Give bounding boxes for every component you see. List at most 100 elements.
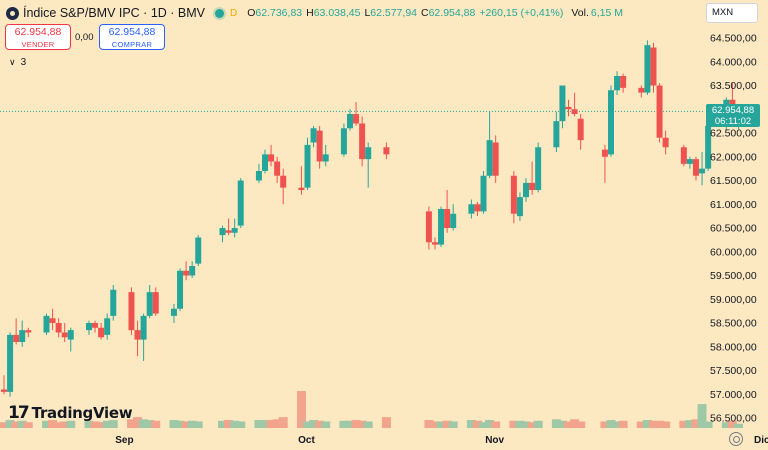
volume-bar — [266, 420, 276, 428]
volume-bar — [23, 422, 33, 428]
candle-body — [644, 45, 651, 93]
candle-body — [656, 85, 663, 138]
indicators-count: 3 — [20, 57, 27, 68]
candle-body — [444, 209, 451, 228]
y-axis-tick-label: 60.000,00 — [710, 246, 757, 258]
tradingview-logo[interactable]: 17 TradingView — [8, 403, 133, 423]
volume-bar — [606, 420, 616, 428]
candle-body — [170, 308, 177, 316]
volume-bar — [636, 421, 646, 428]
candle-body — [262, 154, 269, 171]
candle-body — [304, 144, 311, 188]
open-value: 62.736,83 — [255, 7, 303, 19]
last-price-value: 62.954,88 — [711, 105, 755, 116]
volume-bar — [691, 419, 701, 428]
candle-body — [43, 315, 50, 333]
volume-bar — [236, 421, 246, 428]
buy-button[interactable]: 62.954,88 COMPRAR — [99, 24, 165, 50]
candle-body — [177, 270, 184, 309]
volume-bar — [533, 420, 543, 428]
volume-bar — [145, 420, 155, 428]
candle-body — [474, 204, 481, 212]
volume-bar — [126, 419, 136, 428]
volume-bar — [84, 420, 94, 428]
candle-body — [310, 128, 317, 143]
delay-badge[interactable]: D — [230, 7, 238, 19]
candle-body — [650, 47, 657, 86]
candle-body — [219, 228, 226, 236]
market-open-icon — [215, 8, 224, 18]
volume-bar — [90, 421, 100, 428]
y-axis-tick-label: 62.500,00 — [710, 128, 757, 140]
volume-bar — [193, 421, 203, 428]
volume-bar — [527, 422, 537, 428]
volume-bar — [521, 421, 531, 428]
sell-price: 62.954,88 — [14, 26, 62, 38]
sell-button[interactable]: 62.954,88 VENDER — [5, 24, 71, 50]
volume-bar — [576, 421, 586, 428]
symbol-logo-icon — [6, 6, 19, 20]
candle-body — [492, 142, 499, 176]
volume-bar — [315, 420, 325, 428]
candle-body — [705, 125, 712, 169]
volume-bar — [0, 422, 9, 428]
y-axis-tick-label: 64.500,00 — [710, 33, 757, 45]
candle-body — [110, 289, 117, 316]
candle-body — [7, 334, 14, 392]
candle-body — [19, 330, 26, 342]
currency-button[interactable]: MXN — [706, 3, 758, 23]
candle-body — [128, 292, 135, 331]
volume-bar — [472, 420, 482, 428]
volume-bar — [169, 420, 179, 428]
candle-body — [85, 323, 92, 331]
volume-bar — [363, 421, 373, 428]
volume-bar — [224, 420, 234, 428]
y-axis-tick-label: 64.000,00 — [710, 56, 757, 68]
candle-body — [140, 315, 147, 340]
volume-bar — [254, 420, 264, 428]
volume-bar — [296, 391, 306, 428]
candle-body — [316, 130, 323, 162]
candle-body — [535, 147, 542, 190]
volume-bar — [11, 421, 21, 428]
volume-bar — [733, 423, 743, 428]
candle-body — [67, 330, 74, 340]
candle-body — [104, 318, 111, 335]
candle-body — [438, 209, 445, 245]
candle-body — [1, 389, 7, 392]
volume-bar — [642, 420, 652, 428]
volume-bar — [60, 421, 70, 428]
candle-body — [359, 123, 366, 160]
candle-body — [49, 318, 56, 323]
symbol-title[interactable]: Índice S&P/BMV IPC · 1D · BMV — [23, 6, 205, 20]
indicators-toggle[interactable]: ∨ 3 — [9, 57, 26, 68]
volume-label: Vol. — [571, 7, 589, 19]
volume-bar — [727, 420, 737, 428]
candle-body — [274, 161, 281, 176]
candle-body — [322, 154, 329, 162]
y-axis-tick-label: 60.500,00 — [710, 223, 757, 235]
candle-body — [559, 85, 566, 122]
settings-icon[interactable] — [729, 432, 743, 446]
candle-body — [662, 137, 669, 148]
volume-bar — [175, 420, 185, 428]
candle-body — [577, 118, 584, 141]
volume-bar — [133, 417, 143, 428]
volume-bar — [230, 420, 240, 428]
volume-bar — [309, 420, 319, 428]
volume-bar — [5, 420, 15, 428]
volume-bar — [339, 420, 349, 428]
candle-body — [480, 175, 487, 212]
candle-body — [98, 327, 105, 338]
candle-body — [431, 242, 438, 245]
tradingview-mark-icon: 17 — [8, 403, 30, 423]
candle-body — [680, 147, 687, 164]
volume-bar — [424, 420, 434, 428]
low-label: L — [364, 7, 371, 19]
candle-body — [620, 76, 627, 88]
buy-price: 62.954,88 — [108, 26, 156, 38]
y-axis-tick-label: 61.000,00 — [710, 199, 757, 211]
volume-bar — [618, 420, 628, 428]
close-label: C — [421, 7, 429, 19]
